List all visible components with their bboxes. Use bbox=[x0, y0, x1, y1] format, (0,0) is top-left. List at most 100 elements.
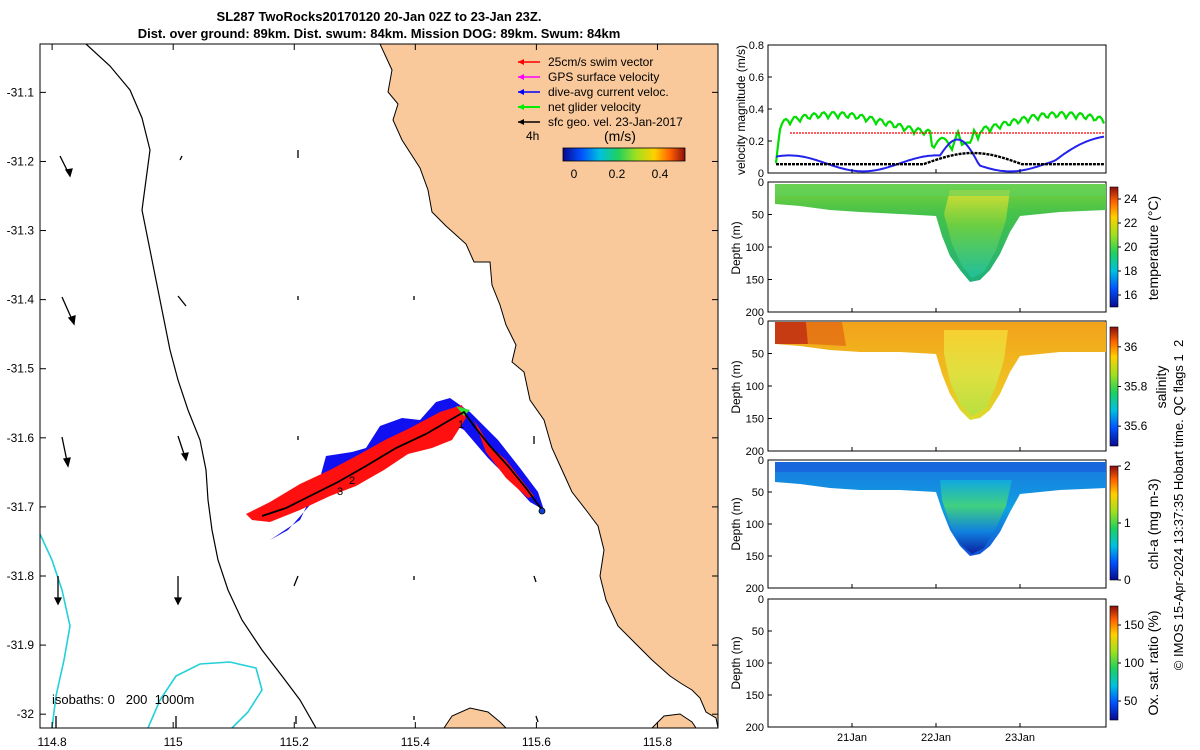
salinity-ytick-label-2: 100 bbox=[746, 381, 764, 393]
time-tick-label-0: 21Jan bbox=[837, 732, 867, 744]
lat-tick-label-4: -31.5 bbox=[7, 362, 35, 376]
salinity-core bbox=[944, 330, 1008, 416]
lat-tick-label-9: -32 bbox=[17, 707, 35, 721]
lat-tick-label-6: -31.7 bbox=[7, 500, 35, 514]
dive-avg-current-cone bbox=[270, 398, 544, 540]
lat-tick-label-5: -31.6 bbox=[7, 431, 35, 445]
velocity-panel: 0 0.2 0.4 0.6 0.8 velocity magnitude (m/s) bbox=[734, 40, 1107, 180]
temperature-ytick-label-2: 100 bbox=[746, 242, 764, 254]
oxygen-axis-ticks: 0 50 100 150 200 50 100 150 bbox=[746, 594, 1145, 734]
lat-tick-label-7: -31.8 bbox=[7, 569, 35, 583]
lon-tick-label-4: 115.6 bbox=[522, 735, 551, 749]
glider-end-point bbox=[538, 507, 546, 515]
net-velocity-marker bbox=[456, 406, 470, 416]
title-line-2: Dist. over ground: 89km. Dist. swum: 84k… bbox=[138, 26, 621, 41]
oxygen-ytick-label-2: 100 bbox=[746, 658, 764, 670]
temperature-warm-core bbox=[944, 190, 1010, 278]
surface-current-arrows bbox=[53, 150, 539, 728]
oxygen-panel: 0 50 100 150 200 50 100 150 Depth (m) Ox. sat. … bbox=[729, 594, 1161, 734]
legend-gps-velocity: GPS surface velocity bbox=[548, 70, 659, 84]
velocity-ytick-label-1: 0.2 bbox=[749, 136, 764, 148]
temperature-axis-ticks: 0 50 100 150 200 16 18 20 22 24 bbox=[746, 177, 1138, 319]
map-axis-ticks: 114.8 115 115.2 115.4 115.6 115.8 -31.1 -31.2 -3… bbox=[7, 44, 718, 749]
temperature-field bbox=[775, 184, 1106, 282]
colorbar-tick-02: 0.2 bbox=[609, 167, 626, 181]
chla-ytick-label-4: 200 bbox=[746, 583, 764, 595]
salinity-cbtick-label-0: 35.6 bbox=[1124, 419, 1148, 433]
salinity-colorbar bbox=[1109, 326, 1119, 447]
oxygen-ytick-label-1: 50 bbox=[752, 626, 764, 638]
salinity-ytick-label-4: 200 bbox=[746, 446, 764, 458]
isobath-label: isobaths: 0 200 1000m bbox=[52, 692, 194, 707]
copyright-note: © IMOS 15-Apr-2024 13:37:35 Hobart time.… bbox=[1171, 340, 1186, 670]
map-panel: 1 2 3 25cm/s swim vector GPS surface vel… bbox=[7, 43, 719, 749]
chla-surface-band bbox=[775, 462, 1106, 472]
temperature-ytick-label-4: 200 bbox=[746, 307, 764, 319]
land-patch-south bbox=[443, 707, 507, 728]
temperature-cbtick-label-3: 22 bbox=[1124, 216, 1138, 230]
lat-tick-label-8: -31.9 bbox=[7, 638, 35, 652]
salinity-cblabel: salinity bbox=[1153, 366, 1169, 409]
temperature-cbtick-label-0: 16 bbox=[1124, 288, 1138, 302]
oxygen-ytick-label-0: 0 bbox=[758, 594, 764, 606]
oxygen-ytick-label-3: 150 bbox=[746, 690, 764, 702]
oxygen-colorbar bbox=[1109, 605, 1119, 721]
map-colorbar bbox=[562, 147, 686, 162]
velocity-ylabel: velocity magnitude (m/s) bbox=[734, 45, 748, 175]
velocity-axis-ticks: 0 0.2 0.4 0.6 0.8 bbox=[749, 40, 772, 180]
chla-ytick-label-2: 100 bbox=[746, 519, 764, 531]
salinity-ylabel: Depth (m) bbox=[729, 360, 743, 413]
chla-ytick-label-3: 150 bbox=[746, 551, 764, 563]
legend-swim-vector: 25cm/s swim vector bbox=[548, 55, 653, 69]
title-line-1: SL287 TwoRocks20170120 20-Jan 02Z to 23-… bbox=[217, 9, 542, 24]
chla-cbtick-label-2: 2 bbox=[1124, 459, 1131, 473]
time-axis-ticks: 21Jan 22Jan 23Jan bbox=[837, 169, 1035, 744]
colorbar-tick-0: 0 bbox=[571, 167, 578, 181]
map-frame bbox=[39, 43, 719, 729]
salinity-cbtick-label-1: 35.8 bbox=[1124, 380, 1148, 394]
time-tick-label-2: 23Jan bbox=[1005, 732, 1035, 744]
temperature-cbtick-label-2: 20 bbox=[1124, 240, 1138, 254]
temperature-colorbar bbox=[1109, 186, 1119, 308]
velocity-ytick-label-4: 0.8 bbox=[749, 40, 764, 52]
chla-cblabel: chl-a (mg m-3) bbox=[1145, 478, 1161, 569]
chla-panel: 0 50 100 150 200 0 1 2 Depth (m) chl-a (mg m-3) bbox=[729, 455, 1161, 595]
salinity-ytick-label-0: 0 bbox=[758, 316, 764, 328]
salinity-panel: 0 50 100 150 200 35.6 35.8 36 Depth (m) salinit… bbox=[729, 316, 1169, 458]
waypoint-label-3: 3 bbox=[337, 486, 343, 498]
temperature-ytick-label-1: 50 bbox=[752, 210, 764, 222]
legend-sfc-geo-velocity: sfc geo. vel. 23-Jan-2017 bbox=[548, 115, 683, 129]
waypoint-label-1: 1 bbox=[458, 419, 464, 431]
isobath-1000m-south bbox=[147, 661, 263, 728]
oxygen-cbtick-label-1: 100 bbox=[1124, 656, 1144, 670]
velocity-ytick-label-3: 0.6 bbox=[749, 72, 764, 84]
salinity-transition bbox=[806, 322, 846, 346]
chla-field bbox=[775, 462, 1106, 556]
salinity-axis-ticks: 0 50 100 150 200 35.6 35.8 36 bbox=[746, 316, 1148, 458]
temperature-ytick-label-3: 150 bbox=[746, 275, 764, 287]
velocity-series bbox=[774, 110, 1106, 173]
lon-tick-label-0: 114.8 bbox=[38, 735, 67, 749]
chla-colorbar bbox=[1109, 465, 1119, 581]
chla-cbtick-label-0: 0 bbox=[1124, 573, 1131, 587]
isobath-200m bbox=[85, 44, 317, 728]
colorbar-tick-04: 0.4 bbox=[652, 167, 669, 181]
legend-dive-avg-current: dive-avg current veloc. bbox=[548, 85, 669, 99]
oxygen-ytick-label-4: 200 bbox=[746, 722, 764, 734]
time-tick-label-1: 22Jan bbox=[921, 732, 951, 744]
velocity-ytick-label-2: 0.4 bbox=[749, 104, 764, 116]
temperature-cbtick-label-4: 24 bbox=[1124, 192, 1138, 206]
lon-tick-label-2: 115.2 bbox=[280, 735, 309, 749]
lon-tick-label-3: 115.4 bbox=[401, 735, 430, 749]
temperature-cbtick-label-1: 18 bbox=[1124, 264, 1138, 278]
swim-vector-cone bbox=[246, 405, 466, 522]
glider-track bbox=[261, 410, 543, 517]
oxygen-cbtick-label-2: 150 bbox=[1124, 618, 1144, 632]
lat-tick-label-0: -31.1 bbox=[7, 85, 35, 99]
salinity-ytick-label-3: 150 bbox=[746, 414, 764, 426]
velocity-ytick-label-0: 0 bbox=[758, 168, 764, 180]
chla-ytick-label-0: 0 bbox=[758, 455, 764, 467]
salinity-ytick-label-1: 50 bbox=[752, 349, 764, 361]
oxygen-cblabel: Ox. sat. ratio (%) bbox=[1145, 610, 1161, 715]
